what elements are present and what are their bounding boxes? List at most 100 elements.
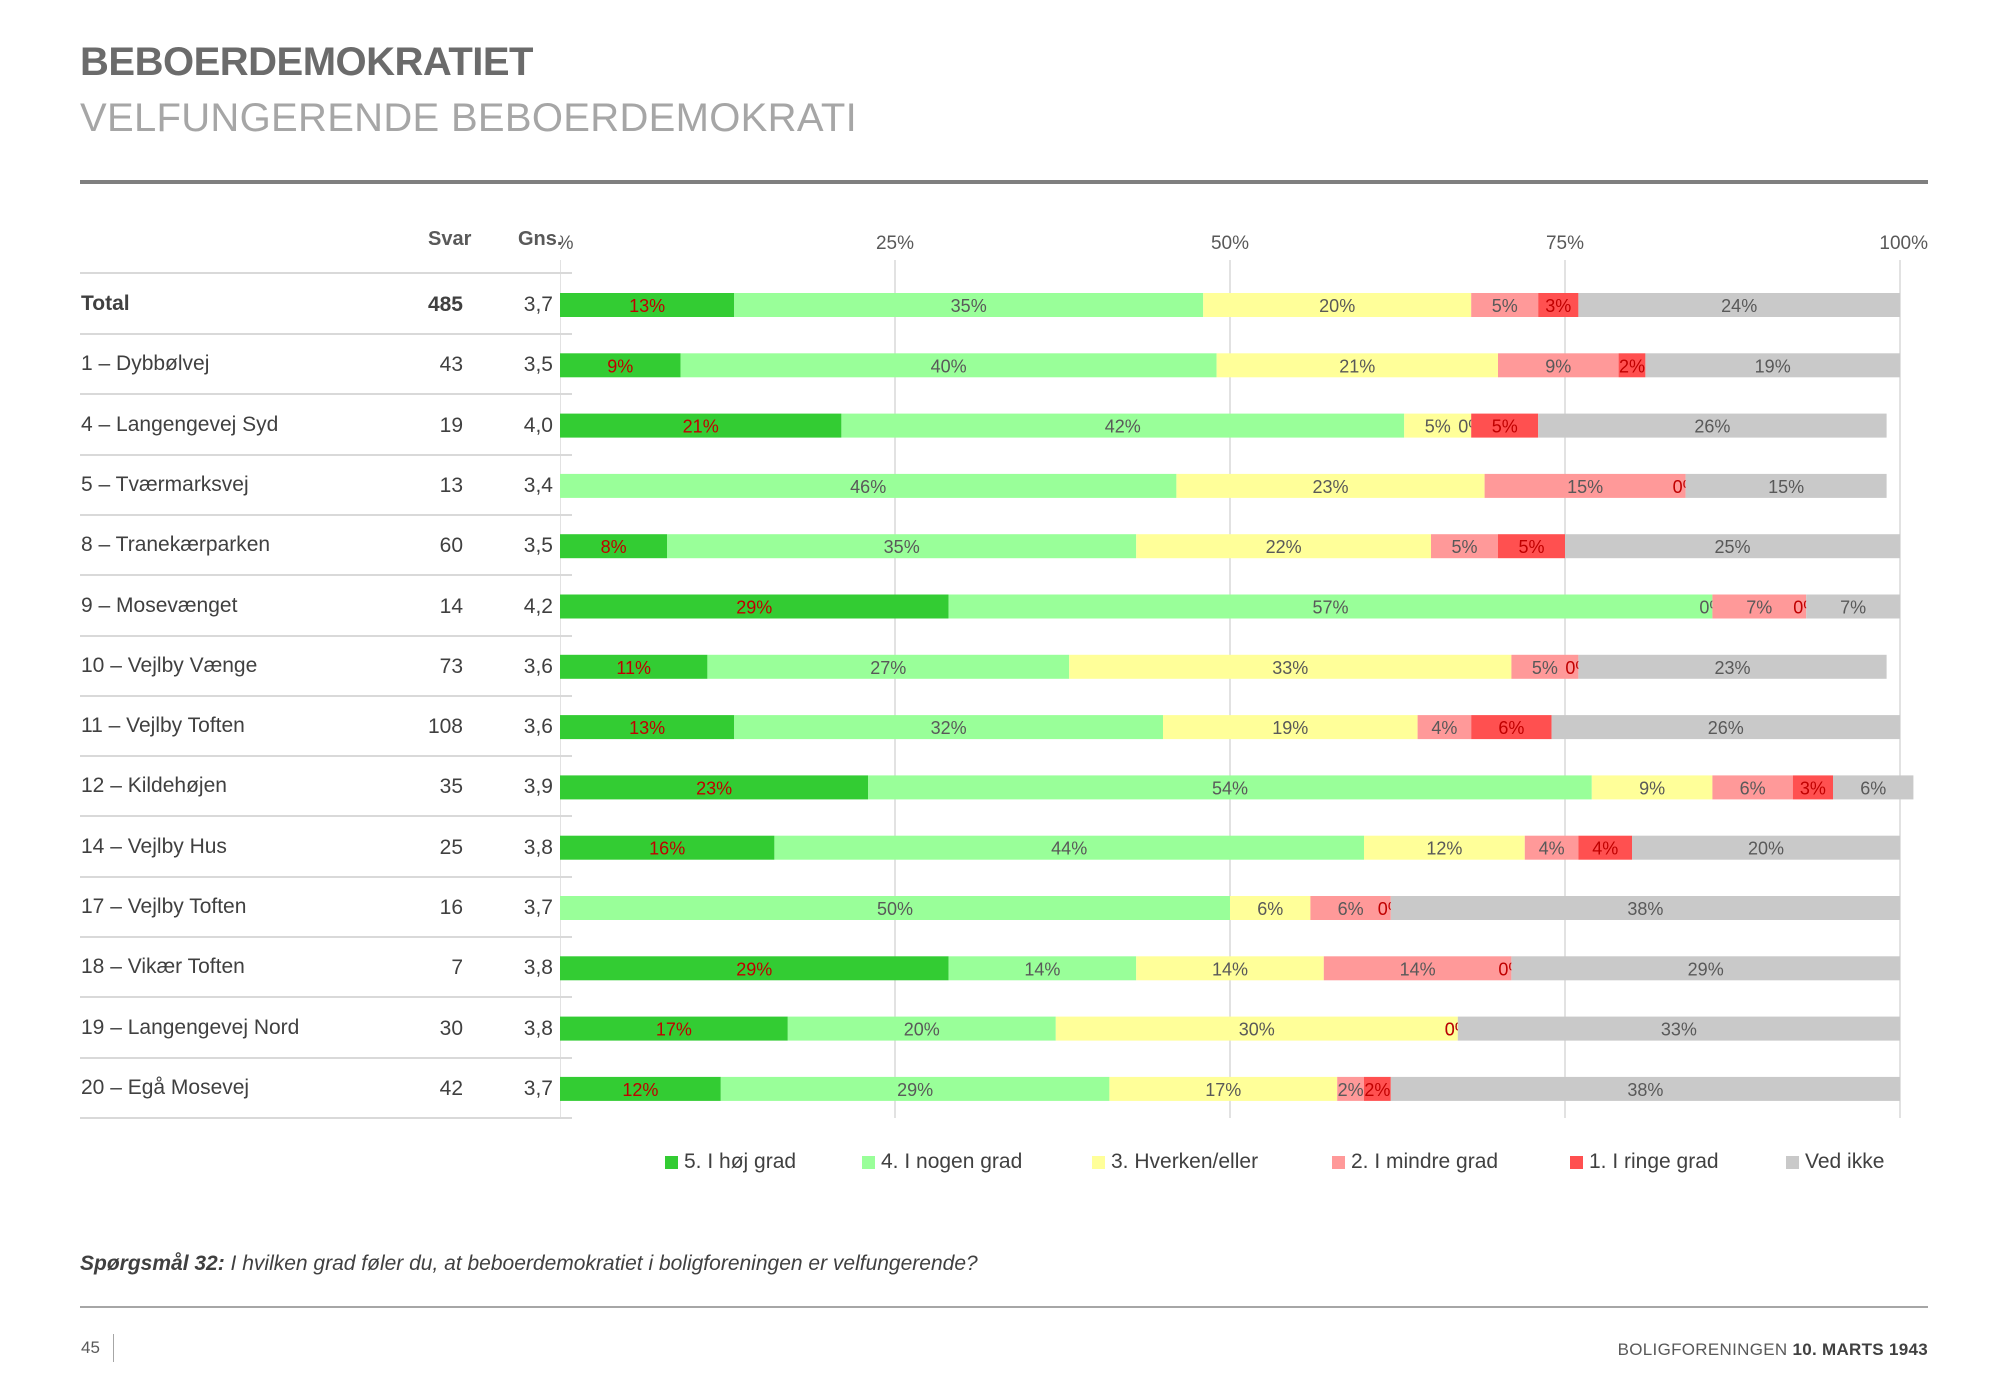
- legend-swatch: [665, 1155, 678, 1169]
- data-label: 7%: [1840, 598, 1866, 618]
- bar-segment: [1471, 715, 1552, 740]
- row-label: 19 – Langengevej Nord: [81, 1015, 300, 1039]
- row-label: 8 – Tranekærparken: [81, 533, 271, 557]
- bar-segment: [1471, 293, 1539, 317]
- bar-segment: [1833, 775, 1914, 800]
- data-label: 2%: [1338, 1080, 1364, 1100]
- page-number: 45: [81, 1338, 100, 1357]
- row-label: 14 – Vejlby Hus: [81, 834, 227, 858]
- row-divider: [80, 453, 572, 456]
- data-label: 22%: [1266, 537, 1302, 557]
- data-label: 6%: [1257, 899, 1283, 919]
- data-label: 46%: [850, 477, 886, 497]
- stacked-bar-chart: 0% 25% 50% 75% 100% 13% 35% 20% 5% 3% 24% 9% 40% 21% 9…: [560, 233, 1928, 1118]
- bar-segment: [1524, 835, 1579, 860]
- row-divider: [80, 333, 572, 335]
- bar-segment: [1792, 775, 1833, 800]
- data-label: 8%: [601, 537, 627, 557]
- bar-segment: [560, 534, 668, 559]
- x-tick-label: 0%: [560, 233, 574, 254]
- bar-segment: [707, 654, 1070, 679]
- row-svar: 35: [439, 775, 463, 799]
- legend-swatch: [1332, 1155, 1345, 1169]
- bar-segment: [1216, 353, 1498, 378]
- row-label: 18 – Vikær Toften: [81, 955, 245, 979]
- data-label: 12%: [622, 1080, 658, 1100]
- data-label: 7%: [1746, 598, 1772, 618]
- bar-segment: [1390, 896, 1900, 920]
- legend-item: 2. I mindre grad: [1332, 1150, 1498, 1174]
- row-svar: 30: [439, 1016, 463, 1040]
- row-label: 5 – Tværmarksvej: [81, 472, 249, 496]
- data-label: 57%: [1312, 598, 1348, 618]
- row-divider: [80, 272, 572, 274]
- row-divider: [80, 393, 572, 396]
- data-label: 42%: [1105, 417, 1141, 437]
- row-label: 1 – Dybbølvej: [81, 352, 210, 376]
- data-label: 14%: [1400, 959, 1436, 979]
- legend-label: 3. Hverken/eller: [1111, 1150, 1259, 1173]
- data-label: 35%: [884, 537, 920, 557]
- legend-item: 5. I høj grad: [665, 1150, 796, 1174]
- page-number-separator: [113, 1334, 114, 1362]
- bar-segment: [680, 353, 1217, 378]
- data-label: 32%: [931, 718, 967, 738]
- question-body: I hvilken grad føler du, at beboerdemokr…: [224, 1252, 978, 1275]
- gns-header: Gns.: [518, 228, 563, 250]
- bar-segment: [560, 896, 1230, 920]
- data-label: 25%: [1714, 537, 1750, 557]
- legend-swatch: [862, 1155, 875, 1169]
- row-svar: 16: [439, 896, 463, 919]
- data-label: 20%: [904, 1020, 940, 1040]
- row-gns: 3,6: [523, 654, 553, 678]
- legend-item: Ved ikke: [1786, 1150, 1884, 1174]
- bar-segment: [1404, 413, 1472, 438]
- data-label: 44%: [1051, 839, 1087, 859]
- row-gns: 3,9: [523, 775, 553, 799]
- bar-segment: [1390, 1076, 1900, 1101]
- data-label: 5%: [1451, 537, 1477, 557]
- data-label: 23%: [1714, 658, 1750, 678]
- data-label: 21%: [683, 417, 719, 437]
- row-divider: [80, 996, 572, 999]
- data-label: 14%: [1212, 959, 1248, 979]
- row-svar: 7: [451, 956, 463, 980]
- bar-segment: [1538, 293, 1579, 317]
- bar-segment: [1136, 956, 1324, 981]
- data-label: 29%: [736, 598, 772, 618]
- bar-segment: [560, 353, 681, 378]
- data-label: 29%: [736, 959, 772, 979]
- bar-segment: [1364, 1076, 1391, 1101]
- legend-label: 5. I høj grad: [684, 1150, 797, 1173]
- data-label: 5%: [1492, 296, 1518, 316]
- row-gns: 3,8: [523, 1016, 553, 1040]
- bar-segment: [1578, 835, 1632, 860]
- legend-item: 4. I nogen grad: [862, 1150, 1022, 1174]
- row-gns: 3,6: [523, 715, 553, 739]
- bar-segment: [787, 1016, 1056, 1041]
- bar-segment: [1484, 473, 1686, 498]
- data-label: 13%: [629, 718, 665, 738]
- legend-label: 2. I mindre grad: [1351, 1150, 1499, 1173]
- data-label: 23%: [696, 778, 732, 798]
- row-label: 4 – Langengevej Syd: [81, 412, 279, 436]
- legend-item: 1. I ringe grad: [1570, 1150, 1719, 1174]
- data-label: 27%: [870, 658, 906, 678]
- row-gns: 4,2: [523, 594, 553, 618]
- row-gns: 3,5: [523, 534, 553, 558]
- data-label: 11%: [616, 658, 651, 678]
- data-label: 30%: [1239, 1020, 1275, 1040]
- data-label: 12%: [1426, 839, 1462, 859]
- bar-segment: [1578, 293, 1900, 317]
- row-gns: 3,4: [523, 473, 553, 497]
- bar-segment: [1417, 715, 1472, 740]
- legend-label: 4. I nogen grad: [881, 1150, 1023, 1173]
- legend-label: 1. I ringe grad: [1589, 1150, 1719, 1173]
- bar-segment: [560, 293, 735, 317]
- data-label: 38%: [1627, 1080, 1663, 1100]
- question-text: Spørgsmål 32: I hvilken grad føler du, a…: [80, 1252, 978, 1276]
- footer-text: BOLIGFORENINGEN 10. MARTS 1943: [1618, 1340, 1928, 1360]
- data-label: 9%: [1545, 356, 1571, 376]
- bar-segment: [1136, 534, 1431, 559]
- data-label: 6%: [1860, 778, 1886, 798]
